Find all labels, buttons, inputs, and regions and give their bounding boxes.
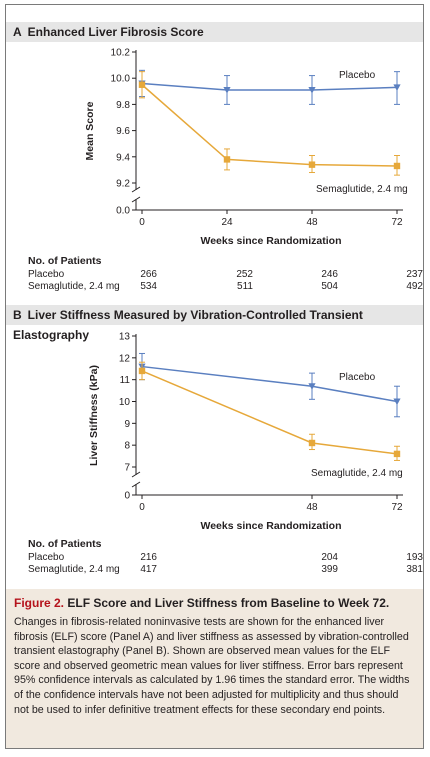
figure-caption: Figure 2. ELF Score and Liver Stiffness … [6,589,423,748]
caption-body: Changes in fibrosis-related noninvasive … [14,616,410,716]
patient-count: 193 [406,552,423,563]
axis-break-mark [131,196,141,203]
y-tick-label: 13 [119,332,131,343]
data-point [138,81,146,88]
panel-b-letter: B [13,308,22,322]
x-tick-label: 48 [306,502,318,513]
caption-title-line: Figure 2. ELF Score and Liver Stiffness … [14,595,415,611]
y-tick-label: 9 [124,419,130,430]
axis-break-mark [131,481,141,488]
series-label: Semaglutide, 2.4 mg [316,184,408,195]
y-tick-label: 10.0 [111,74,131,85]
series-label: Semaglutide, 2.4 mg [311,468,403,479]
patient-count: 204 [321,552,338,563]
figure-label: Figure 2. [14,596,65,610]
caption-title: ELF Score and Liver Stiffness from Basel… [67,596,390,610]
y-tick-label: 11 [120,375,131,386]
y-tick-label: 10.2 [111,48,131,59]
x-tick-label: 24 [221,217,233,228]
series-line [141,82,398,91]
panel-a-title: Enhanced Liver Fibrosis Score [27,25,204,39]
y-tick-label: 12 [119,353,131,364]
patient-row-label: Placebo [28,269,65,280]
figure: A Enhanced Liver Fibrosis Score 0.0 9.2 9.4… [5,4,424,749]
panel-b-patient-row: Placebo 216 204 193 [28,552,423,564]
series-line [141,370,398,455]
patient-count: 216 [140,552,157,563]
y-tick-label: 9.8 [116,100,130,111]
patient-count: 399 [321,564,338,575]
panel-b-header: B Liver Stiffness Measured by Vibration-C… [6,305,423,342]
panel-b-patient-row: Semaglutide, 2.4 mg 417 399 381 [28,564,423,576]
x-tick-label: 0 [139,217,145,228]
data-point [393,84,401,91]
patient-count: 534 [140,281,157,292]
y-axis-title: Mean Score [84,101,96,160]
x-tick-label: 48 [306,217,318,228]
data-point [223,86,231,94]
patient-count: 511 [237,281,253,292]
patient-count: 417 [140,564,157,575]
y-tick-label: 10 [119,397,131,408]
patient-count: 252 [236,269,253,280]
patient-row-label: Semaglutide, 2.4 mg [28,564,120,575]
panel-b-patient-table: No. of Patients Placebo 216 204 193 Sema… [28,538,423,583]
y-tick-label: 8 [124,441,130,452]
patient-row-label: Semaglutide, 2.4 mg [28,281,120,292]
data-point [393,450,401,458]
data-point [393,398,401,406]
data-point [308,439,316,447]
series-line [141,84,398,167]
y-tick-label: 7 [124,463,130,474]
data-point [138,367,146,375]
panel-a-patients-header: No. of Patients [28,255,102,267]
panel-a-patient-row: Placebo 266 252 246 237 [28,269,423,281]
data-point [393,162,401,170]
axis-break-mark [131,186,141,193]
panel-a-letter: A [13,25,22,39]
patient-count: 381 [406,564,423,575]
patient-count: 246 [321,269,338,280]
data-point [308,86,316,94]
data-point [223,156,231,163]
panel-a-chart: 0.0 9.2 9.4 9.6 9.8 10.0 10.2 0 24 48 72 Weeks sinc… [84,48,408,248]
x-axis-title: Weeks since Randomization [200,235,341,247]
y-tick-label: 9.4 [116,152,130,163]
x-tick-label: 72 [391,502,403,513]
panel-a-patient-table: No. of Patients Placebo 266 252 246 237 … [28,255,423,300]
series-label: Placebo [339,372,376,383]
patient-count: 266 [140,269,157,280]
x-tick-label: 72 [391,217,403,228]
patient-count: 492 [406,281,423,292]
x-tick-label: 0 [139,502,145,513]
x-axis-title: Weeks since Randomization [200,520,341,532]
panel-b-patients-header: No. of Patients [28,538,102,550]
panel-b-title: Liver Stiffness Measured by Vibration-Co… [13,308,363,342]
y-tick-label: 9.2 [116,179,130,190]
data-point [308,383,316,390]
patient-row-label: Placebo [28,552,65,563]
y-axis-title: Liver Stiffness (kPa) [88,365,100,466]
y-tick-label: 0 [124,491,130,502]
patient-count: 237 [406,269,423,280]
patient-count: 504 [321,281,338,292]
panel-a-patient-row: Semaglutide, 2.4 mg 534 511 504 492 [28,281,423,293]
y-tick-label: 0.0 [116,206,130,217]
panel-b-chart: 0 7 8 9 10 11 12 13 0 48 72 Weeks since Randomizati… [88,332,403,532]
axis-break-mark [131,471,141,478]
data-point [308,161,316,168]
y-tick-label: 9.6 [116,126,130,137]
panel-a-header: A Enhanced Liver Fibrosis Score [6,22,423,42]
series-label: Placebo [339,70,376,81]
